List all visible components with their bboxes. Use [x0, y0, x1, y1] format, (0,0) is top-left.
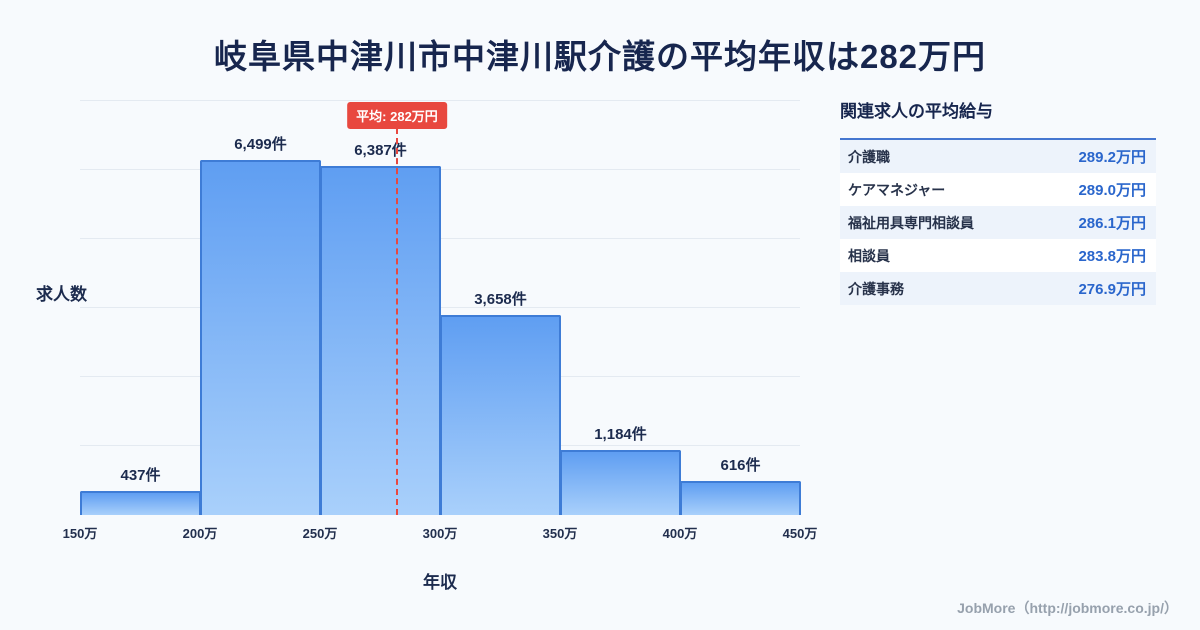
x-tick-label: 400万 — [662, 526, 698, 541]
bar-count-label: 3,658件 — [474, 291, 527, 308]
job-category-label: 介護職 — [848, 148, 890, 165]
salary-table-row: ケアマネジャー 289.0万円 — [840, 173, 1156, 206]
job-category-label: ケアマネジャー — [848, 181, 946, 198]
average-salary-value: 286.1万円 — [1078, 215, 1146, 232]
job-category-label: 介護事務 — [848, 280, 904, 297]
average-salary-value: 289.2万円 — [1078, 149, 1146, 166]
histogram-bar — [440, 315, 561, 515]
salary-table-row: 介護職 289.2万円 — [840, 140, 1156, 173]
y-axis-label: 求人数 — [36, 285, 87, 304]
average-salary-value: 289.0万円 — [1078, 182, 1146, 199]
footer-credit: JobMore（http://jobmore.co.jp/） — [957, 600, 1178, 616]
salary-table-row: 相談員 283.8万円 — [840, 239, 1156, 272]
x-tick-label: 300万 — [422, 526, 458, 541]
bar-count-label: 616件 — [720, 457, 761, 474]
average-salary-value: 276.9万円 — [1078, 281, 1146, 298]
average-line — [396, 128, 398, 515]
histogram-bar — [200, 160, 321, 515]
bar-count-label: 437件 — [120, 467, 161, 484]
salary-table-row: 福祉用具専門相談員 286.1万円 — [840, 206, 1156, 239]
salary-table: 介護職 289.2万円ケアマネジャー 289.0万円福祉用具専門相談員 286.1万円… — [840, 138, 1156, 305]
bar-count-label: 6,387件 — [354, 142, 407, 159]
histogram-bar — [80, 491, 201, 515]
x-tick-label: 150万 — [62, 526, 98, 541]
side-panel-heading: 関連求人の平均給与 — [840, 102, 993, 121]
x-tick-label: 350万 — [542, 526, 578, 541]
histogram-bar — [680, 481, 801, 515]
x-tick-label: 450万 — [782, 526, 818, 541]
page-title: 岐阜県中津川市中津川駅介護の平均年収は282万円 — [213, 38, 987, 75]
x-axis-label: 年収 — [423, 573, 457, 592]
x-tick-label: 250万 — [302, 526, 338, 541]
average-label: 平均: 282万円 — [347, 102, 447, 129]
bar-count-label: 1,184件 — [594, 426, 647, 443]
average-salary-value: 283.8万円 — [1078, 248, 1146, 265]
histogram-bar — [560, 450, 681, 515]
bar-count-label: 6,499件 — [234, 136, 287, 153]
job-category-label: 相談員 — [848, 247, 890, 264]
histogram-bar — [320, 166, 441, 515]
x-tick-label: 200万 — [182, 526, 218, 541]
job-category-label: 福祉用具専門相談員 — [848, 214, 974, 231]
plot-area: 437件 6,499件 6,387件 3,658件 1,184件 616件 150万 200万… — [63, 100, 817, 541]
salary-table-row: 介護事務 276.9万円 — [840, 272, 1156, 305]
